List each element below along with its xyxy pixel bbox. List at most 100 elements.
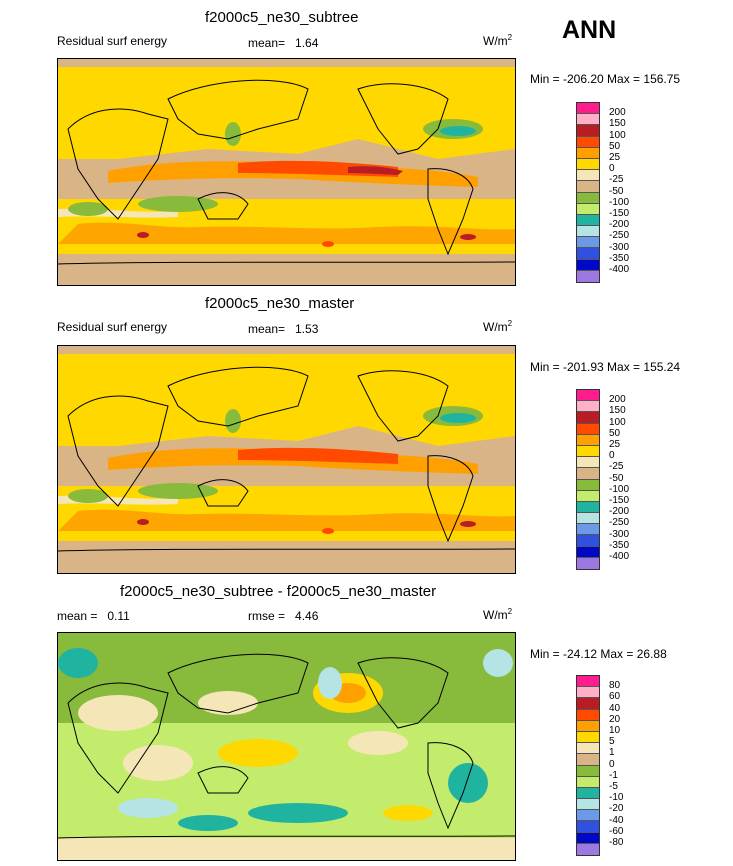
colorbar-swatch: [577, 698, 599, 710]
colorbar-level-label: -100: [609, 483, 630, 495]
colorbar-level-label: -350: [609, 252, 630, 264]
colorbar-swatch: [577, 843, 599, 855]
colorbar-level-label: 0: [609, 758, 615, 770]
colorbar-swatch: [577, 731, 599, 744]
colorbar-level-label: -150: [609, 495, 630, 506]
colorbar-level-label: 40: [609, 702, 621, 714]
panel1-mean: mean= 1.64: [248, 36, 319, 50]
colorbar-level-label: 200: [609, 107, 626, 119]
colorbar-level-label: 200: [609, 394, 626, 406]
colorbar-level-label: -80: [609, 837, 624, 848]
colorbar-level-label: 50: [609, 427, 621, 439]
colorbar-level-label: 80: [609, 680, 621, 692]
panel1-colorbar-labels: 200 150 100 50 25 0 -25 -50 -100 -150 -200 -250 -300…: [609, 102, 669, 282]
panel3-map: [57, 632, 516, 861]
colorbar-level-label: -200: [609, 219, 630, 231]
colorbar-swatch: [577, 434, 599, 446]
colorbar-swatch: [577, 810, 599, 822]
colorbar-level-label: 100: [609, 416, 626, 428]
colorbar-swatch: [577, 524, 599, 536]
colorbar-swatch: [577, 501, 599, 514]
colorbar-level-label: 5: [609, 736, 615, 748]
colorbar-swatch: [577, 125, 599, 137]
panel3-rmse: rmse = 4.46: [248, 609, 319, 623]
panel1-units: W/m2: [483, 33, 513, 48]
colorbar-swatch: [577, 557, 599, 569]
colorbar-swatch: [577, 821, 599, 833]
colorbar-swatch: [577, 743, 599, 755]
panel3-colorbar: [576, 675, 600, 856]
colorbar-swatch: [577, 136, 599, 148]
colorbar-level-label: 1: [609, 747, 615, 759]
panel1-title: f2000c5_ne30_subtree: [205, 9, 359, 26]
colorbar-swatch: [577, 687, 599, 699]
colorbar-swatch: [577, 170, 599, 182]
colorbar-level-label: -350: [609, 539, 630, 551]
colorbar-swatch: [577, 754, 599, 766]
colorbar-swatch: [577, 513, 599, 525]
colorbar-swatch: [577, 423, 599, 435]
colorbar-level-label: 150: [609, 405, 626, 417]
colorbar-level-label: -400: [609, 264, 630, 275]
colorbar-swatch: [577, 490, 599, 502]
panel2-title: f2000c5_ne30_master: [205, 295, 355, 312]
colorbar-swatch: [577, 158, 599, 171]
panel3-minmax: Min = -24.12 Max = 26.88: [530, 647, 667, 661]
colorbar-level-label: 50: [609, 140, 621, 152]
panel1-map: [57, 58, 516, 286]
colorbar-level-label: 0: [609, 163, 615, 175]
panel3-units: W/m2: [483, 607, 513, 622]
panel2-colorbar-labels: 200 150 100 50 25 0 -25 -50 -100 -150 -200 -250 -300…: [609, 389, 669, 569]
colorbar-level-label: -200: [609, 506, 630, 518]
colorbar-swatch: [577, 479, 599, 491]
colorbar-level-label: -25: [609, 461, 624, 473]
colorbar-level-label: -250: [609, 230, 630, 242]
colorbar-level-label: 150: [609, 118, 626, 130]
panel1-minmax: Min = -206.20 Max = 156.75: [530, 72, 681, 86]
colorbar-swatch: [577, 676, 599, 688]
colorbar-swatch: [577, 214, 599, 227]
colorbar-swatch: [577, 799, 599, 811]
colorbar-level-label: -250: [609, 517, 630, 529]
colorbar-swatch: [577, 203, 599, 215]
colorbar-level-label: -5: [609, 781, 618, 792]
colorbar-swatch: [577, 147, 599, 159]
colorbar-level-label: 10: [609, 725, 621, 736]
panel3-mean: mean = 0.11: [57, 609, 130, 623]
colorbar-level-label: -60: [609, 825, 624, 837]
panel3-title: f2000c5_ne30_subtree - f2000c5_ne30_mast…: [120, 583, 437, 600]
colorbar-swatch: [577, 546, 599, 558]
colorbar-swatch: [577, 776, 599, 788]
colorbar-level-label: -25: [609, 174, 624, 186]
colorbar-swatch: [577, 535, 599, 547]
colorbar-level-label: -50: [609, 472, 624, 484]
season-label: ANN: [562, 16, 617, 44]
panel1-variable: Residual surf energy: [57, 34, 168, 48]
colorbar-swatch: [577, 103, 599, 115]
colorbar-swatch: [577, 468, 599, 480]
panel2-map: [57, 345, 516, 574]
colorbar-level-label: -300: [609, 241, 630, 253]
colorbar-swatch: [577, 709, 599, 721]
colorbar-swatch: [577, 226, 599, 238]
colorbar-level-label: 25: [609, 439, 621, 450]
colorbar-level-label: -10: [609, 792, 624, 804]
colorbar-swatch: [577, 457, 599, 469]
colorbar-swatch: [577, 832, 599, 844]
colorbar-swatch: [577, 270, 599, 282]
colorbar-level-label: 60: [609, 691, 621, 703]
colorbar-swatch: [577, 114, 599, 126]
colorbar-level-label: -1: [609, 769, 618, 781]
colorbar-level-label: -50: [609, 185, 624, 197]
colorbar-swatch: [577, 445, 599, 458]
colorbar-swatch: [577, 401, 599, 413]
colorbar-swatch: [577, 390, 599, 402]
colorbar-level-label: -150: [609, 208, 630, 219]
colorbar-swatch: [577, 192, 599, 204]
colorbar-swatch: [577, 259, 599, 271]
colorbar-swatch: [577, 787, 599, 800]
colorbar-level-label: 25: [609, 152, 621, 163]
panel2-mean: mean= 1.53: [248, 322, 319, 336]
panel3-colorbar-labels: 80 60 40 20 10 5 1 0 -1 -5 -10 -20 -40 -60 -80: [609, 675, 669, 855]
colorbar-level-label: -40: [609, 814, 624, 826]
